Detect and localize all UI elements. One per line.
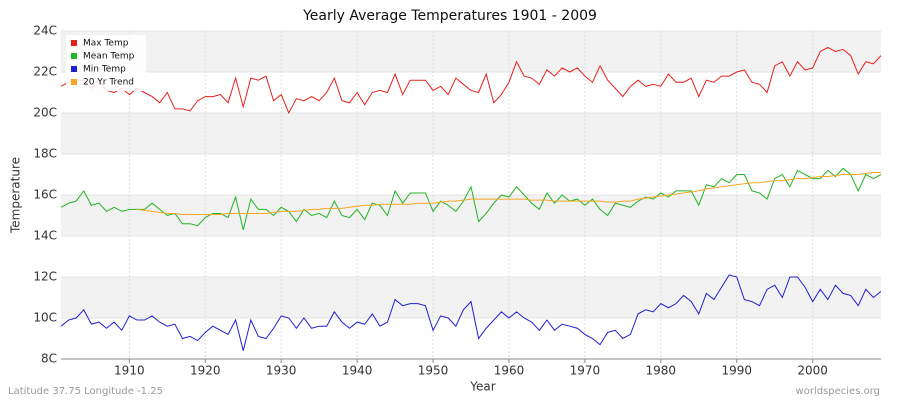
y-tick-label: 8C [41, 352, 57, 366]
footer-right: worldspecies.org [796, 386, 880, 397]
grid-band [61, 277, 881, 318]
y-axis-label: Temperature [9, 157, 23, 234]
legend-swatch [71, 66, 77, 72]
grid-band [61, 195, 881, 236]
series-line [60, 167, 882, 230]
legend-swatch [71, 79, 77, 85]
legend-swatch [71, 40, 77, 46]
x-tick-label: 1950 [418, 364, 449, 378]
legend-label: Mean Temp [83, 52, 135, 62]
y-tick-label: 18C [33, 147, 57, 161]
grid-band [61, 113, 881, 154]
legend-label: 20 Yr Trend [83, 78, 134, 88]
x-tick-label: 1980 [646, 364, 677, 378]
legend-label: Min Temp [83, 65, 126, 75]
legend-box [66, 35, 146, 91]
y-tick-label: 20C [33, 106, 57, 120]
legend-label: Max Temp [83, 39, 129, 49]
x-tick-label: 1970 [570, 364, 601, 378]
x-tick-label: 1940 [342, 364, 373, 378]
x-axis-label: Year [469, 380, 495, 394]
x-tick-label: 1990 [721, 364, 752, 378]
x-tick-label: 2000 [797, 364, 828, 378]
chart-title: Yearly Average Temperatures 1901 - 2009 [302, 8, 597, 24]
series-line [136, 171, 881, 215]
x-tick-label: 1960 [494, 364, 525, 378]
y-tick-label: 22C [33, 65, 57, 79]
y-tick-label: 14C [33, 229, 57, 243]
x-tick-label: 1920 [190, 364, 221, 378]
series-line [60, 46, 882, 115]
y-tick-label: 16C [33, 188, 57, 202]
y-tick-label: 12C [33, 270, 57, 284]
grid-band [61, 31, 881, 72]
series-line [60, 274, 882, 351]
legend-swatch [71, 53, 77, 59]
x-tick-label: 1910 [114, 364, 145, 378]
y-tick-label: 24C [33, 24, 57, 38]
x-tick-label: 1930 [266, 364, 297, 378]
y-tick-label: 10C [33, 311, 57, 325]
footer-left: Latitude 37.75 Longitude -1.25 [8, 386, 163, 397]
